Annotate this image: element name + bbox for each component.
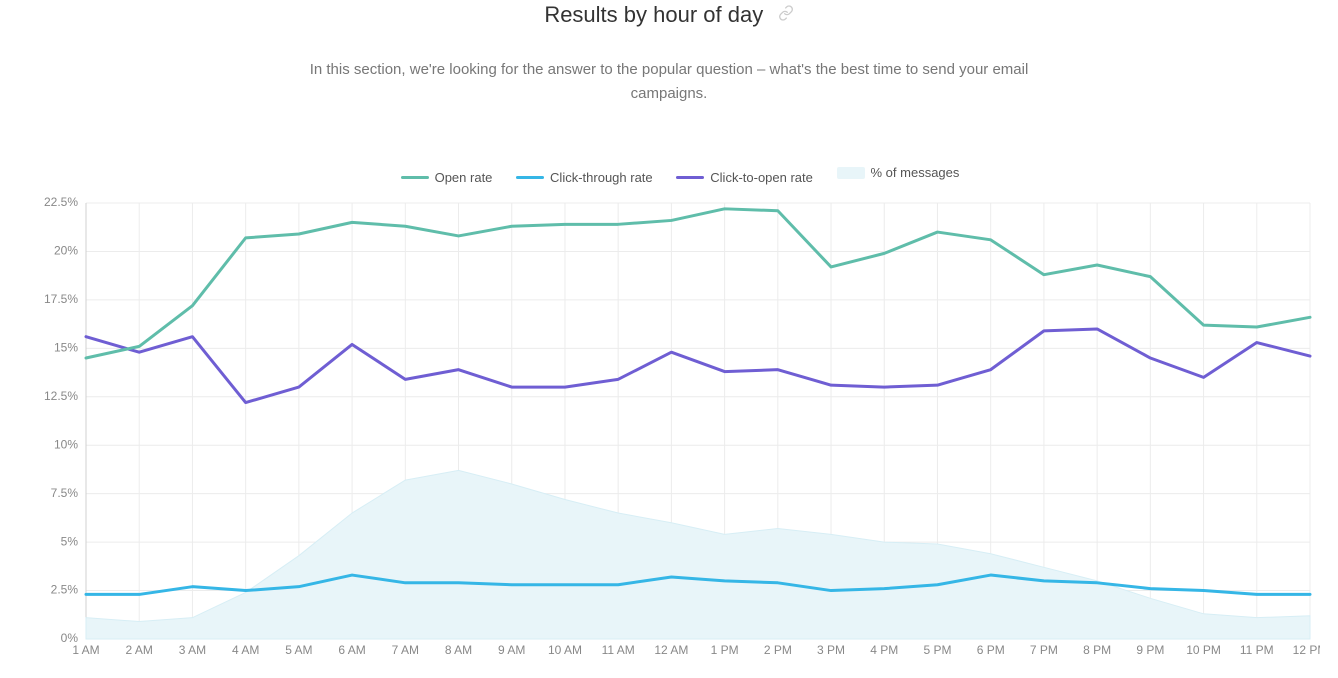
svg-text:3 PM: 3 PM (817, 642, 845, 656)
legend-item-pct-messages[interactable]: % of messages (837, 165, 960, 180)
svg-text:7.5%: 7.5% (51, 485, 79, 499)
svg-text:12 PM: 12 PM (1293, 642, 1320, 656)
legend-item-open-rate[interactable]: Open rate (401, 170, 493, 185)
legend-item-click-through-rate[interactable]: Click-through rate (516, 170, 653, 185)
svg-text:7 PM: 7 PM (1030, 642, 1058, 656)
svg-text:2.5%: 2.5% (51, 582, 79, 596)
svg-text:6 AM: 6 AM (338, 642, 365, 656)
svg-text:5 AM: 5 AM (285, 642, 312, 656)
svg-text:11 PM: 11 PM (1240, 642, 1274, 656)
svg-text:8 PM: 8 PM (1083, 642, 1111, 656)
page-subtitle: In this section, we're looking for the a… (309, 58, 1029, 106)
svg-text:1 PM: 1 PM (711, 642, 739, 656)
svg-text:10 PM: 10 PM (1186, 642, 1221, 656)
svg-text:9 AM: 9 AM (498, 642, 525, 656)
svg-text:22.5%: 22.5% (44, 195, 78, 209)
svg-text:2 AM: 2 AM (126, 642, 153, 656)
svg-text:12.5%: 12.5% (44, 388, 78, 402)
legend-label: Click-to-open rate (710, 170, 813, 185)
legend-item-click-to-open-rate[interactable]: Click-to-open rate (676, 170, 813, 185)
svg-text:6 PM: 6 PM (977, 642, 1005, 656)
svg-text:10 AM: 10 AM (548, 642, 582, 656)
page-title: Results by hour of day (544, 2, 763, 28)
svg-text:11 AM: 11 AM (602, 642, 635, 656)
svg-text:10%: 10% (54, 437, 78, 451)
permalink-icon[interactable] (778, 5, 794, 26)
svg-text:4 AM: 4 AM (232, 642, 259, 656)
svg-text:8 AM: 8 AM (445, 642, 472, 656)
results-by-hour-chart: Open rate Click-through rate Click-to-op… (40, 165, 1320, 665)
legend-label: % of messages (871, 165, 960, 180)
svg-text:4 PM: 4 PM (870, 642, 898, 656)
svg-text:5%: 5% (61, 534, 79, 548)
legend-label: Open rate (435, 170, 493, 185)
svg-text:1 AM: 1 AM (72, 642, 99, 656)
svg-text:15%: 15% (54, 340, 78, 354)
svg-text:7 AM: 7 AM (392, 642, 419, 656)
svg-text:17.5%: 17.5% (44, 292, 78, 306)
svg-text:12 AM: 12 AM (654, 642, 688, 656)
svg-text:9 PM: 9 PM (1136, 642, 1164, 656)
svg-text:20%: 20% (54, 243, 78, 257)
legend-label: Click-through rate (550, 170, 653, 185)
svg-text:3 AM: 3 AM (179, 642, 206, 656)
chart-legend: Open rate Click-through rate Click-to-op… (40, 165, 1320, 185)
svg-text:2 PM: 2 PM (764, 642, 792, 656)
svg-text:5 PM: 5 PM (923, 642, 951, 656)
chart-plot-area: 0%2.5%5%7.5%10%12.5%15%17.5%20%22.5%1 AM… (40, 193, 1320, 663)
